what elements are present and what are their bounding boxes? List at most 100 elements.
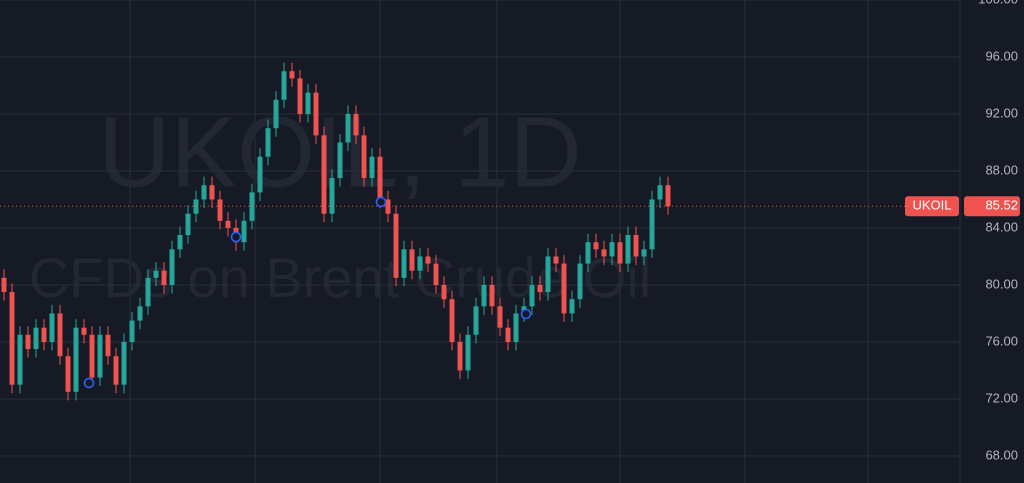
candle-body xyxy=(257,156,263,193)
candle-body xyxy=(49,313,55,342)
price-tag-bg xyxy=(964,196,1020,217)
candle-body xyxy=(73,327,79,392)
candle-body xyxy=(337,142,343,179)
candle-body xyxy=(601,249,607,257)
candle-body xyxy=(161,270,167,285)
candle-body xyxy=(289,71,295,79)
candle-body xyxy=(33,327,39,350)
candle-body xyxy=(113,356,119,385)
candle-body xyxy=(353,113,359,136)
symbol-tag: UKOIL xyxy=(912,198,951,213)
candle-body xyxy=(209,185,215,200)
candle-body xyxy=(89,334,95,378)
candle-body xyxy=(313,92,319,136)
price-tag: 85.52 xyxy=(985,198,1018,213)
candle-body xyxy=(129,320,135,342)
candle-body xyxy=(641,249,647,257)
candle-body xyxy=(401,249,407,278)
candle-body xyxy=(369,156,375,179)
y-tick-label: 72.00 xyxy=(985,390,1018,405)
event-marker xyxy=(375,196,387,208)
candle-body xyxy=(225,220,231,228)
y-tick-label: 84.00 xyxy=(985,219,1018,234)
plot xyxy=(0,0,960,457)
candle-body xyxy=(169,249,175,285)
candle-body xyxy=(321,135,327,214)
candle-body xyxy=(273,99,279,129)
candle-body xyxy=(529,284,535,307)
candle-body xyxy=(177,235,183,250)
y-tick-label: 100.00 xyxy=(978,0,1018,6)
candle-body xyxy=(649,199,655,250)
candle-body xyxy=(553,256,559,264)
event-marker xyxy=(83,377,95,389)
candle-body xyxy=(201,185,207,200)
candle-body xyxy=(9,292,15,385)
candle-body xyxy=(1,277,7,293)
candle-body xyxy=(217,199,223,221)
event-marker xyxy=(230,231,242,243)
candle-body xyxy=(121,341,127,385)
watermark-subtitle: CFDs on Brent Crude Oil xyxy=(29,246,651,309)
candle-body xyxy=(609,242,615,257)
candle-body xyxy=(377,156,383,200)
y-tick-label: 68.00 xyxy=(985,447,1018,462)
candle-body xyxy=(593,242,599,250)
candle-body xyxy=(137,306,143,321)
candle-body xyxy=(105,334,111,357)
candle-body xyxy=(665,185,671,207)
candle-body xyxy=(41,327,47,342)
candle-body xyxy=(633,235,639,257)
symbol-tag-bg xyxy=(905,196,959,217)
overlay: 68.00 72.00 76.00 80.00 84.00 88.00 92.00 96.00… xyxy=(83,0,1020,462)
candle-body xyxy=(545,256,551,293)
candle-body xyxy=(441,284,447,300)
candle-body xyxy=(489,284,495,307)
y-tick-label: 92.00 xyxy=(985,105,1018,120)
candle-body xyxy=(297,78,303,114)
candle-body xyxy=(569,299,575,314)
candle-body xyxy=(185,213,191,236)
candle-body xyxy=(97,334,103,378)
candle-body xyxy=(657,185,663,200)
candle-body xyxy=(281,71,287,100)
candle-body xyxy=(25,334,31,350)
candle-body xyxy=(57,313,63,357)
candle-body xyxy=(433,263,439,285)
y-tick-label: 96.00 xyxy=(985,48,1018,63)
candle-body xyxy=(513,313,519,342)
candle-body xyxy=(305,92,311,114)
candle-body xyxy=(577,263,583,300)
candle-body xyxy=(345,113,351,143)
candle-body xyxy=(425,256,431,264)
candle-body xyxy=(449,299,455,342)
candle-body xyxy=(497,306,503,328)
candle-body xyxy=(457,341,463,371)
candle-body xyxy=(241,220,247,243)
candle-body xyxy=(81,327,87,335)
y-tick-label: 80.00 xyxy=(985,276,1018,291)
candle-body xyxy=(329,178,335,214)
y-tick-label: 88.00 xyxy=(985,162,1018,177)
candle-body xyxy=(265,128,271,157)
candle-body xyxy=(561,263,567,314)
candle-body xyxy=(481,284,487,307)
candle-body xyxy=(625,235,631,264)
candle-body xyxy=(145,277,151,307)
candle-body xyxy=(465,334,471,371)
candle-body xyxy=(617,242,623,264)
event-marker xyxy=(520,308,532,320)
candle-body xyxy=(409,249,415,271)
candle-body xyxy=(585,242,591,264)
candle-body xyxy=(393,213,399,278)
y-tick-label: 76.00 xyxy=(985,333,1018,348)
candle-body xyxy=(361,135,367,179)
candle-body xyxy=(417,256,423,271)
candle-body xyxy=(65,356,71,392)
candle-body xyxy=(537,284,543,293)
candle-body xyxy=(17,334,23,385)
candle-body xyxy=(505,327,511,342)
